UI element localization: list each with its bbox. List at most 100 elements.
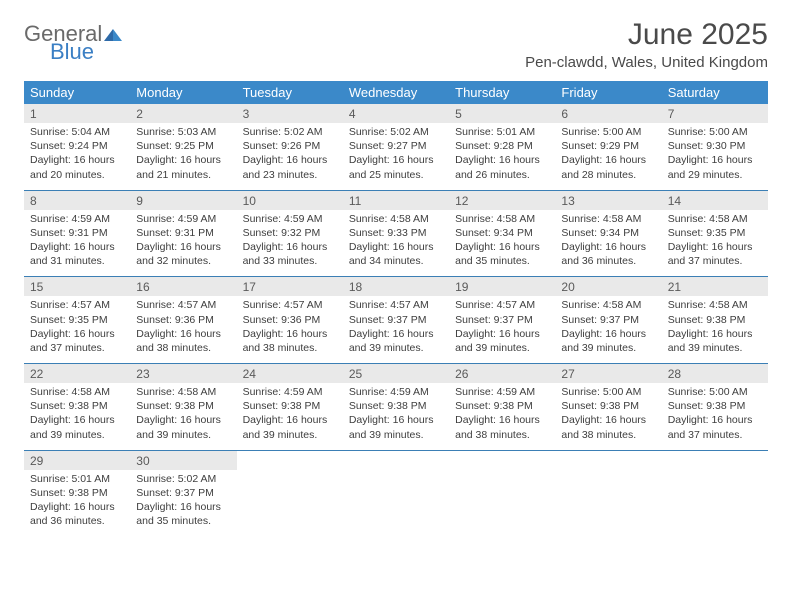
day-body-cell: Sunrise: 4:59 AMSunset: 9:31 PMDaylight:… [24,210,130,277]
col-sunday: Sunday [24,81,130,104]
day-number-cell: 19 [449,277,555,296]
day-number-cell: 13 [555,191,661,210]
sunrise-value: 4:58 AM [603,299,642,311]
location-label: Pen-clawdd, Wales, United Kingdom [525,54,768,71]
sunrise-value: 5:02 AM [284,126,323,138]
day-body-row: Sunrise: 5:01 AMSunset: 9:38 PMDaylight:… [24,470,768,537]
sunset-value: 9:29 PM [600,140,639,152]
sunset-value: 9:26 PM [281,140,320,152]
day-number-cell: 12 [449,191,555,210]
sunset-value: 9:30 PM [706,140,745,152]
sunrise-label: Sunrise: [668,386,709,398]
day-number-cell: 8 [24,191,130,210]
daylight-label: Daylight: [136,414,180,426]
day-body-cell: Sunrise: 4:57 AMSunset: 9:37 PMDaylight:… [343,296,449,363]
sunrise-label: Sunrise: [455,299,496,311]
day-body-cell: Sunrise: 5:00 AMSunset: 9:30 PMDaylight:… [662,123,768,190]
sunrise-label: Sunrise: [561,213,602,225]
sunset-value: 9:34 PM [600,227,639,239]
daylight-label: Daylight: [561,154,605,166]
day-number-row: 1234567 [24,104,768,123]
sunrise-value: 4:59 AM [390,386,429,398]
sunset-label: Sunset: [136,227,175,239]
sunrise-label: Sunrise: [243,386,284,398]
day-number-cell [555,451,661,470]
sunset-label: Sunset: [561,314,600,326]
sunset-label: Sunset: [668,227,707,239]
day-number-cell: 11 [343,191,449,210]
day-body-cell: Sunrise: 5:02 AMSunset: 9:27 PMDaylight:… [343,123,449,190]
sunset-label: Sunset: [30,314,69,326]
day-number-cell: 27 [555,364,661,383]
sunset-value: 9:31 PM [69,227,108,239]
day-number-cell: 14 [662,191,768,210]
sunrise-value: 4:58 AM [178,386,217,398]
sunrise-label: Sunrise: [349,126,390,138]
daylight-label: Daylight: [30,501,74,513]
sunset-label: Sunset: [349,314,388,326]
daylight-label: Daylight: [668,414,712,426]
daylight-label: Daylight: [243,328,287,340]
day-body-cell: Sunrise: 4:58 AMSunset: 9:33 PMDaylight:… [343,210,449,277]
sunset-label: Sunset: [243,400,282,412]
sunrise-value: 4:57 AM [497,299,536,311]
sunrise-label: Sunrise: [243,126,284,138]
day-number-cell: 25 [343,364,449,383]
sunrise-value: 4:58 AM [709,213,748,225]
sunset-label: Sunset: [668,400,707,412]
sunset-label: Sunset: [668,140,707,152]
sunrise-value: 4:59 AM [497,386,536,398]
day-body-row: Sunrise: 4:59 AMSunset: 9:31 PMDaylight:… [24,210,768,277]
sunrise-value: 5:02 AM [178,473,217,485]
daylight-label: Daylight: [668,328,712,340]
sunset-value: 9:35 PM [706,227,745,239]
sunrise-value: 4:57 AM [71,299,110,311]
day-body-cell: Sunrise: 4:59 AMSunset: 9:38 PMDaylight:… [343,383,449,450]
day-body-cell: Sunrise: 5:01 AMSunset: 9:28 PMDaylight:… [449,123,555,190]
day-body-cell [237,470,343,537]
logo-mark-icon [104,27,122,41]
day-number-cell: 1 [24,104,130,123]
sunset-value: 9:38 PM [281,400,320,412]
sunset-value: 9:37 PM [387,314,426,326]
day-number-cell: 22 [24,364,130,383]
day-number-cell: 2 [130,104,236,123]
sunset-value: 9:31 PM [175,227,214,239]
daylight-label: Daylight: [136,154,180,166]
col-saturday: Saturday [662,81,768,104]
day-number-cell: 18 [343,277,449,296]
day-body-cell: Sunrise: 5:00 AMSunset: 9:29 PMDaylight:… [555,123,661,190]
day-number-cell: 17 [237,277,343,296]
daylight-label: Daylight: [243,414,287,426]
day-body-cell: Sunrise: 4:58 AMSunset: 9:38 PMDaylight:… [662,296,768,363]
sunset-value: 9:28 PM [494,140,533,152]
day-body-cell [555,470,661,537]
sunset-label: Sunset: [136,400,175,412]
sunrise-value: 4:59 AM [178,213,217,225]
day-number-cell: 9 [130,191,236,210]
sunset-label: Sunset: [136,487,175,499]
col-wednesday: Wednesday [343,81,449,104]
sunrise-value: 4:58 AM [709,299,748,311]
day-body-cell: Sunrise: 4:58 AMSunset: 9:35 PMDaylight:… [662,210,768,277]
day-number-cell: 24 [237,364,343,383]
day-body-cell: Sunrise: 5:02 AMSunset: 9:37 PMDaylight:… [130,470,236,537]
sunrise-value: 4:57 AM [284,299,323,311]
sunset-value: 9:38 PM [387,400,426,412]
sunrise-value: 4:58 AM [390,213,429,225]
day-number-cell [343,451,449,470]
day-body-cell: Sunrise: 5:03 AMSunset: 9:25 PMDaylight:… [130,123,236,190]
sunset-value: 9:32 PM [281,227,320,239]
sunset-label: Sunset: [136,314,175,326]
day-body-cell [662,470,768,537]
calendar-table: Sunday Monday Tuesday Wednesday Thursday… [24,81,768,536]
day-number-row: 15161718192021 [24,277,768,296]
sunrise-label: Sunrise: [349,213,390,225]
daylight-label: Daylight: [30,241,74,253]
day-body-cell: Sunrise: 5:04 AMSunset: 9:24 PMDaylight:… [24,123,130,190]
day-number-cell: 4 [343,104,449,123]
day-body-row: Sunrise: 5:04 AMSunset: 9:24 PMDaylight:… [24,123,768,190]
sunrise-value: 4:58 AM [71,386,110,398]
day-number-cell: 30 [130,451,236,470]
sunrise-label: Sunrise: [30,386,71,398]
